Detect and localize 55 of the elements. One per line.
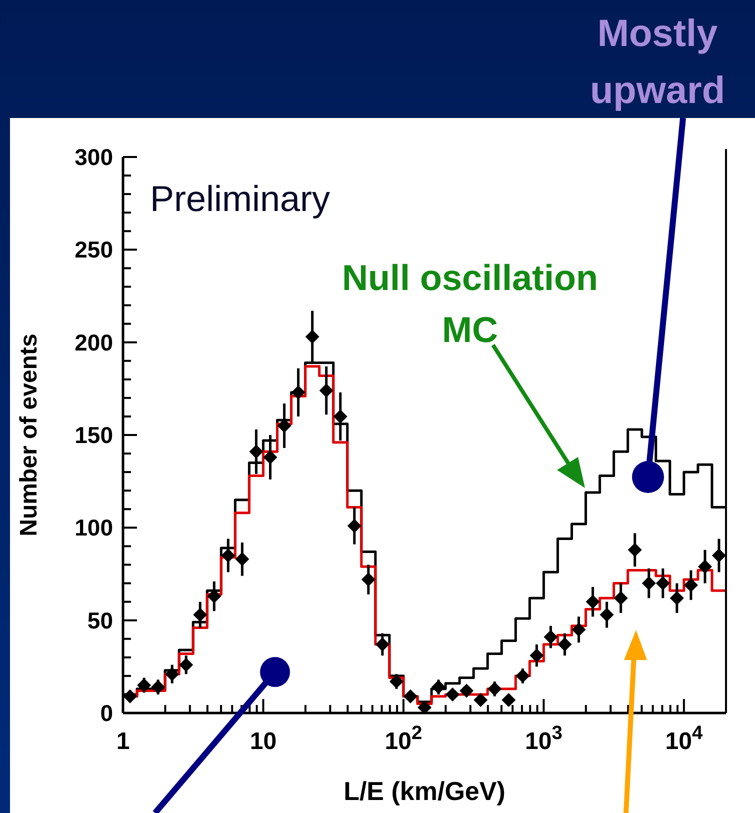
point — [235, 552, 250, 566]
y-axis-title: Number of events — [16, 334, 43, 536]
point — [572, 622, 586, 637]
point — [600, 608, 614, 622]
point — [656, 576, 670, 590]
point — [586, 594, 600, 609]
point — [418, 700, 432, 713]
y-tick-label: 50 — [87, 607, 113, 634]
point — [361, 572, 376, 587]
point — [403, 689, 418, 704]
x-axis-title: L/E (km/GeV) — [344, 776, 506, 806]
point — [151, 680, 166, 694]
x-tick-label: 10$^{2}$ — [384, 722, 422, 755]
point — [642, 576, 656, 590]
y-tick-label: 200 — [74, 329, 113, 356]
text: Mostly upward — [588, 12, 726, 114]
point — [249, 444, 264, 459]
point — [165, 667, 180, 682]
point — [698, 560, 712, 574]
point — [544, 630, 558, 644]
y-tick-label: 250 — [74, 236, 113, 263]
point — [488, 682, 502, 696]
point — [614, 591, 628, 606]
x-tick-label: 10 — [250, 728, 277, 755]
point — [670, 591, 684, 606]
point — [684, 578, 698, 592]
y-tick-label: 100 — [74, 514, 113, 541]
x-tick-label: 10$^{4}$ — [665, 722, 703, 755]
point — [712, 548, 726, 562]
point — [516, 668, 530, 683]
point — [137, 678, 152, 692]
point — [305, 330, 320, 344]
point — [446, 687, 460, 702]
point — [628, 542, 642, 557]
point — [319, 384, 334, 398]
point — [347, 518, 362, 533]
x-tick-label: 10$^{3}$ — [525, 722, 562, 755]
y-tick-label: 300 — [74, 144, 113, 170]
point — [432, 680, 446, 694]
point — [558, 637, 572, 652]
x-tick-label: 1 — [116, 728, 130, 755]
point — [291, 385, 306, 400]
point — [474, 693, 488, 708]
point — [375, 637, 390, 652]
point — [460, 684, 474, 698]
point — [221, 548, 236, 562]
annotation: Null oscillation MC — [340, 256, 600, 352]
point — [333, 409, 348, 424]
point — [530, 648, 544, 663]
point — [193, 608, 208, 622]
point — [179, 658, 194, 672]
y-tick-label: 150 — [74, 422, 113, 448]
y-tick-label: 0 — [100, 700, 113, 726]
annotation: Preliminary — [150, 177, 332, 221]
point — [263, 450, 278, 464]
